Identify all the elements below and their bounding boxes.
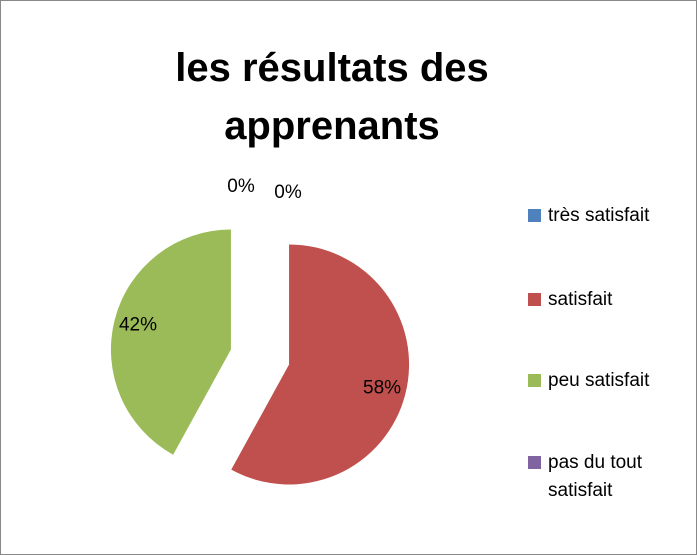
pie-slice [231, 244, 410, 485]
data-label: 42% [119, 315, 157, 336]
legend-label: pas du tout satisfait [548, 452, 643, 501]
legend-item: pas du tout satisfait [528, 449, 678, 505]
legend-swatch [528, 293, 541, 306]
legend-label: satisfait [548, 289, 613, 310]
legend-item: très satisfait [528, 202, 678, 230]
pie-slice [110, 229, 231, 455]
legend-label: peu satisfait [548, 370, 650, 391]
legend-swatch [528, 209, 541, 222]
legend-label: très satisfait [548, 205, 650, 226]
legend-item: satisfait [528, 286, 678, 314]
legend-swatch [528, 456, 541, 469]
chart-title: les résultats des apprenants [175, 46, 489, 148]
data-label: 0% [227, 176, 255, 197]
legend-item: peu satisfait [528, 367, 678, 395]
data-label: 0% [274, 182, 302, 203]
legend-swatch [528, 374, 541, 387]
data-label: 58% [363, 377, 401, 398]
